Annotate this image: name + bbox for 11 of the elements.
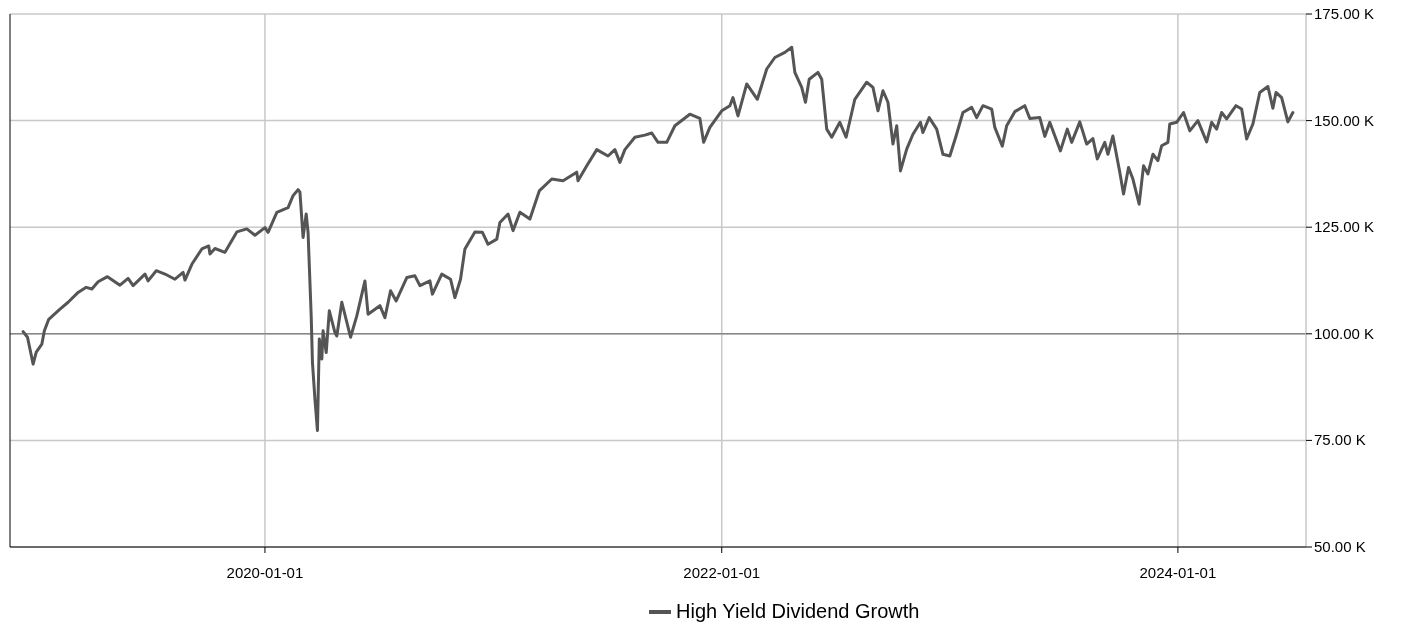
y-tick-label: 100.00 K bbox=[1314, 324, 1375, 342]
x-tick-label: 2022-01-01 bbox=[683, 564, 761, 581]
line-series bbox=[21, 45, 1295, 433]
y-tick-label: 150.00 K bbox=[1314, 111, 1375, 129]
y-tick-label: 125.00 K bbox=[1314, 218, 1375, 236]
legend-label: High Yield Dividend Growth bbox=[676, 600, 920, 622]
y-tick-label: 75.00 K bbox=[1314, 431, 1366, 449]
x-tick-label: 2024-01-01 bbox=[1139, 564, 1217, 581]
x-tick-label: 2020-01-01 bbox=[226, 564, 304, 581]
y-tick-label: 50.00 K bbox=[1314, 538, 1366, 555]
y-tick-label: 175.00 K bbox=[1314, 5, 1375, 22]
